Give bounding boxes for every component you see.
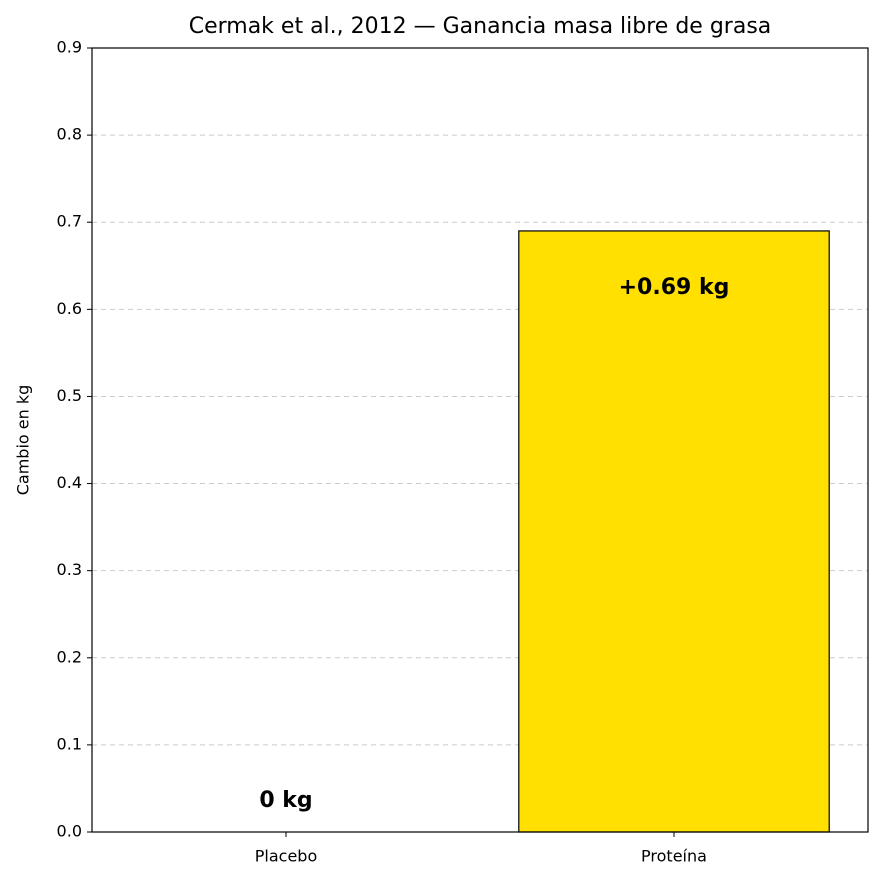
y-tick-label: 0.2 <box>57 647 82 666</box>
value-label: +0.69 kg <box>619 275 730 300</box>
y-tick-label: 0.3 <box>57 560 82 579</box>
y-tick-label: 0.7 <box>57 212 82 231</box>
value-label: 0 kg <box>259 788 312 813</box>
y-tick-label: 0.4 <box>57 473 82 492</box>
bar <box>518 230 830 833</box>
y-axis-label: Cambio en kg <box>14 385 33 496</box>
x-tick-label: Proteína <box>641 847 707 866</box>
plot-frame <box>91 47 869 833</box>
y-tick-label: 0.1 <box>57 734 82 753</box>
chart-title: Cermak et al., 2012 — Ganancia masa libr… <box>189 14 772 39</box>
y-tick-label: 0.8 <box>57 125 82 144</box>
y-tick-label: 0.5 <box>57 386 82 405</box>
y-tick-label: 0.9 <box>57 38 82 57</box>
y-tick-label: 0.6 <box>57 299 82 318</box>
x-tick-label: Placebo <box>255 847 317 866</box>
y-tick-label: 0.0 <box>57 822 82 841</box>
